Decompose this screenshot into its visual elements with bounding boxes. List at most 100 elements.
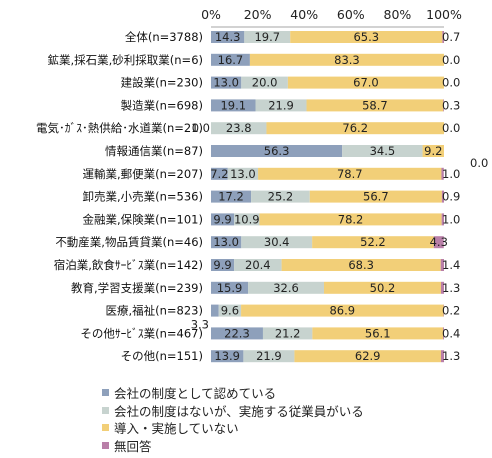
data-label: 16.7: [218, 53, 244, 67]
data-label: 86.9: [329, 304, 355, 318]
bar-segment: [211, 53, 250, 66]
data-label: 9.2: [424, 144, 442, 158]
bar-segment: [211, 190, 252, 203]
data-label: 30.4: [264, 235, 290, 249]
data-label: 65.3: [353, 30, 379, 44]
data-label: 0.9: [442, 190, 460, 204]
data-label: 0.0: [442, 53, 460, 67]
bar-segment: [243, 350, 295, 363]
data-label: 0.2: [442, 304, 460, 318]
category-label: 卸売業,小売業(n=536): [82, 190, 203, 204]
data-label: 19.1: [220, 98, 246, 112]
data-label: 20.4: [245, 258, 271, 272]
x-tick-label: 40%: [290, 7, 318, 22]
data-label: 83.3: [334, 53, 360, 67]
bar-segment: [241, 304, 444, 317]
category-label: 製造業(n=698): [121, 98, 203, 112]
x-tick-label: 0%: [201, 7, 221, 22]
bar-segment: [211, 145, 343, 157]
x-tick-label: 80%: [384, 7, 412, 22]
bar-segment: [342, 145, 423, 157]
data-label: 0.0: [442, 121, 460, 135]
data-label: 1.0: [442, 212, 460, 226]
data-label: 56.3: [264, 144, 290, 158]
category-label: 情報通信業(n=87): [105, 144, 203, 158]
data-label: 21.9: [268, 98, 294, 112]
bar-segment: [218, 304, 242, 317]
category-label: 運輸業,郵便業(n=207): [82, 167, 203, 181]
data-label: 23.8: [226, 121, 252, 135]
legend-swatch: [102, 441, 109, 449]
data-label: 76.2: [342, 121, 368, 135]
bar-segment: [441, 190, 444, 203]
bar-segment: [441, 213, 444, 226]
bar-segment: [258, 167, 442, 180]
legend-label: 会社の制度はないが、実施する従業員がいる: [114, 403, 364, 419]
bar-segment: [234, 213, 260, 226]
bar-segment: [211, 122, 267, 135]
bar-segment: [442, 31, 444, 43]
data-label: 14.3: [215, 30, 241, 44]
x-tick-label: 60%: [337, 7, 365, 22]
x-tick-label: 20%: [244, 7, 272, 22]
bar-segment: [290, 31, 443, 43]
category-label: 全体(n=3788): [125, 30, 203, 44]
data-label: 34.5: [370, 144, 396, 158]
legend-label: 会社の制度として認めている: [114, 386, 277, 402]
data-label: 0.0: [192, 121, 210, 135]
bar-segment: [211, 327, 263, 340]
data-label: 13.0: [213, 235, 239, 249]
bar-segment: [440, 281, 444, 294]
bar-segment: [249, 53, 444, 66]
bar-segment: [259, 213, 442, 226]
data-label: 9.6: [221, 304, 239, 318]
data-label: 22.3: [224, 326, 250, 340]
bar-segment: [422, 145, 444, 157]
category-label: その他ｻｰﾋﾞｽ業(n=467): [80, 326, 203, 340]
bar-segment: [440, 259, 444, 271]
data-label: 1.0: [442, 167, 460, 181]
data-label: 62.9: [355, 349, 381, 363]
bar-segment: [312, 236, 434, 249]
data-label: 10.9: [234, 212, 260, 226]
bar-segment: [266, 122, 444, 135]
bar-segment: [244, 31, 291, 43]
bar-segment: [211, 304, 219, 317]
data-label: 0.4: [442, 326, 460, 340]
data-label: 19.7: [254, 30, 280, 44]
bar-segment: [211, 99, 256, 112]
bar-segment: [211, 350, 244, 363]
data-label: 3.3: [191, 318, 209, 332]
legend-swatch: [102, 406, 109, 414]
category-label: 電気･ｶﾞｽ･熱供給･水道業(n=21): [36, 121, 203, 135]
bar-segment: [241, 76, 288, 89]
data-label: 68.3: [348, 258, 374, 272]
bar-segment: [287, 76, 444, 89]
bar-segment: [241, 236, 313, 249]
chart-legend: 会社の制度として認めている 会社の制度はないが、実施する従業員がいる 導入・実施して…: [102, 384, 364, 454]
bar-segment: [255, 99, 307, 112]
bar-segment: [211, 167, 228, 180]
data-label: 56.7: [363, 190, 389, 204]
data-label: 0.7: [442, 30, 460, 44]
bar-segment: [306, 99, 444, 112]
bar-segment: [433, 236, 444, 249]
bar-segment: [324, 281, 441, 294]
legend-item: 会社の制度として認めている: [102, 384, 364, 402]
bar-segment: [227, 167, 259, 180]
category-label: 宿泊業,飲食ｻｰﾋﾞｽ業(n=142): [54, 258, 203, 272]
data-label: 58.7: [362, 98, 388, 112]
bar-segment: [309, 190, 442, 203]
data-label: 20.0: [252, 76, 278, 90]
data-label: 1.4: [442, 258, 460, 272]
bar-segment: [248, 281, 325, 294]
legend-item: 会社の制度はないが、実施する従業員がいる: [102, 402, 364, 420]
data-label: 13.0: [230, 167, 256, 181]
bar-segment: [440, 350, 444, 363]
category-label: 建設業(n=230): [121, 76, 203, 90]
data-label: 15.9: [217, 281, 243, 295]
bar-segment: [281, 259, 441, 271]
bar-segment: [211, 259, 235, 271]
bar-segment: [443, 327, 444, 340]
bar-segment: [211, 213, 235, 226]
